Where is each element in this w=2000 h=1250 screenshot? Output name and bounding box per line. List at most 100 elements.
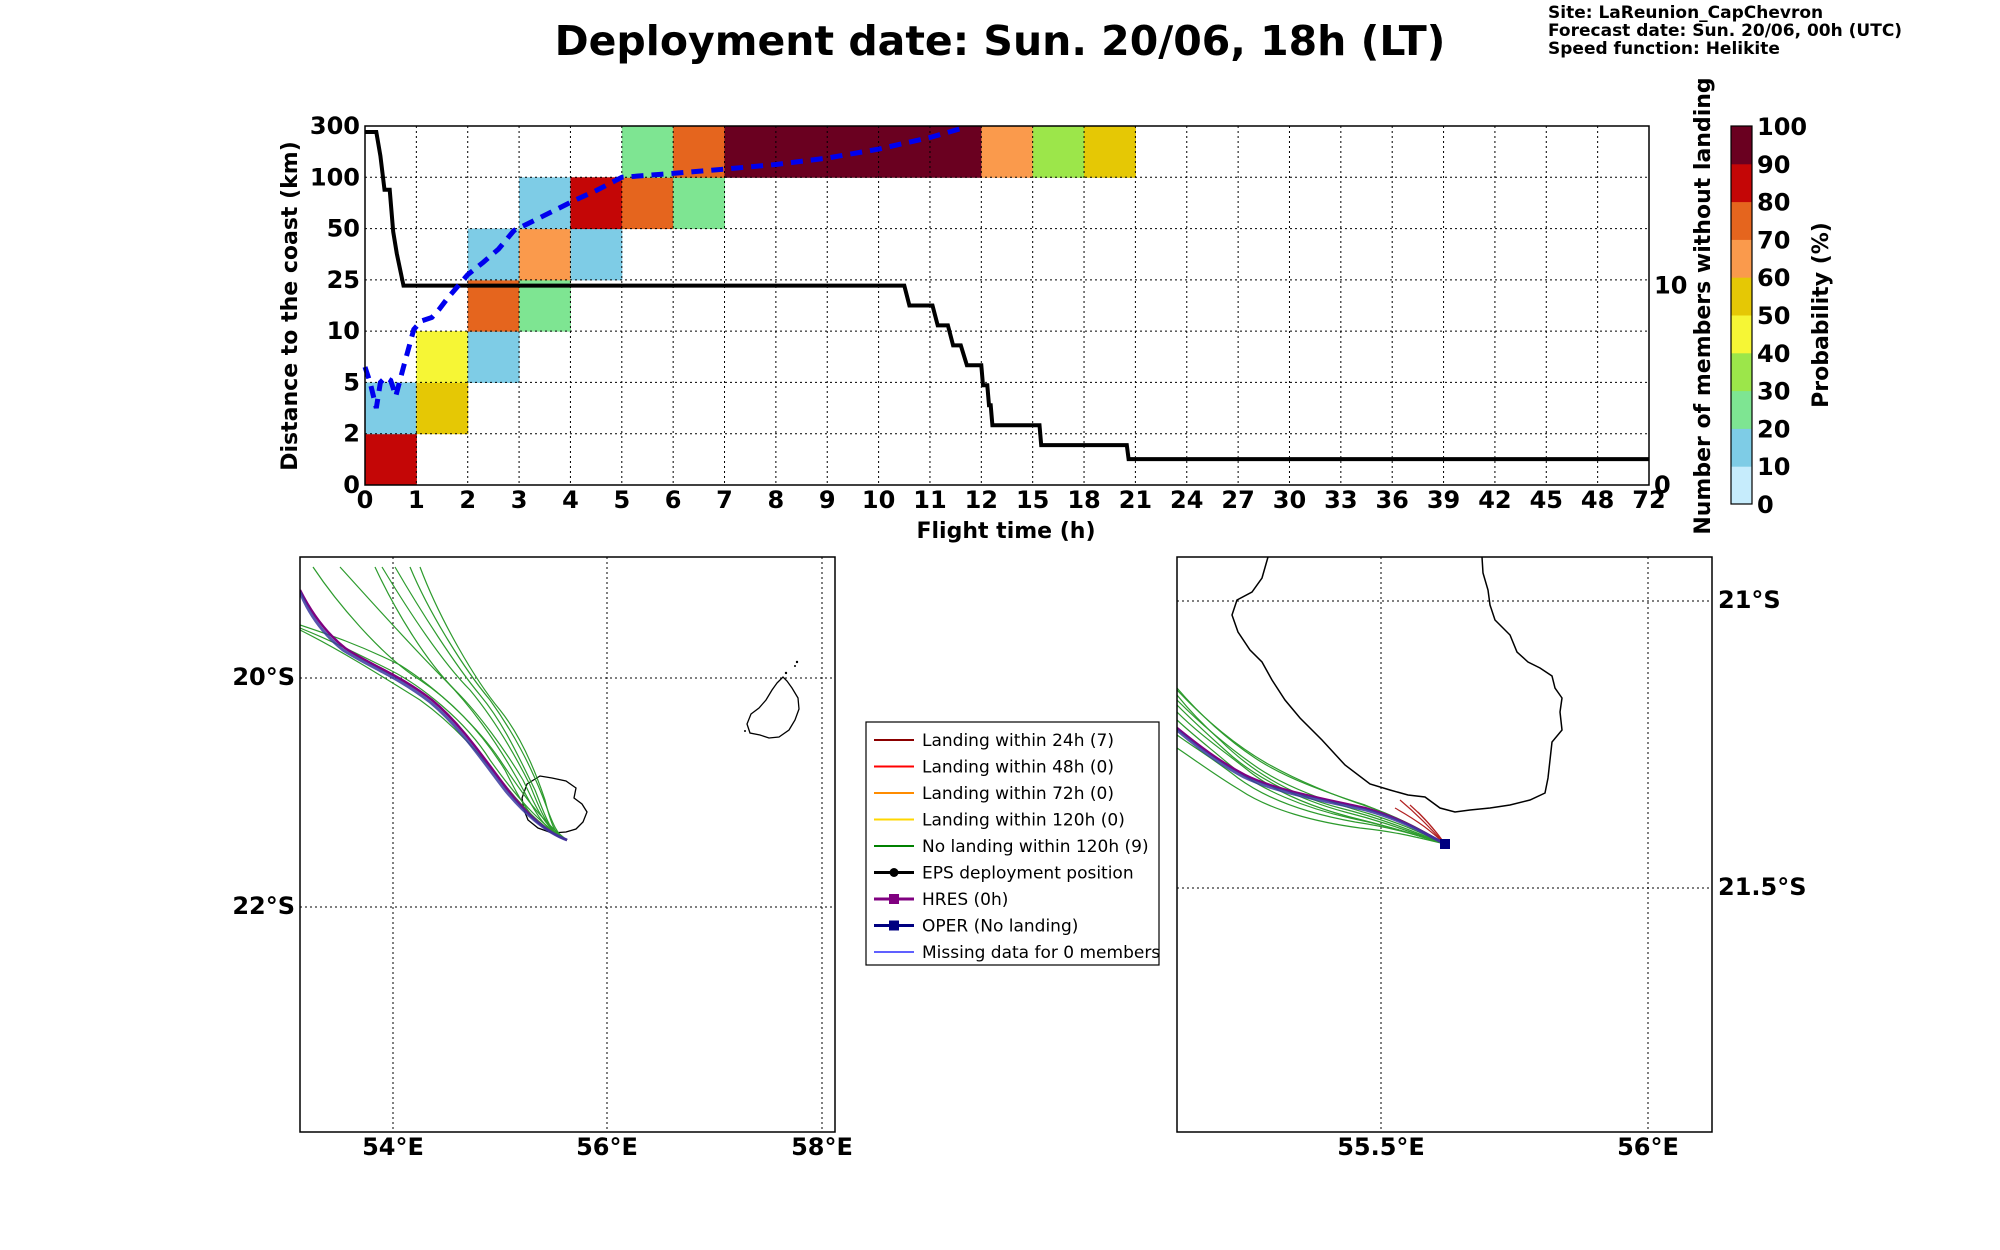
- y-tick-label: 2: [343, 420, 360, 448]
- heatmap-cell: [519, 228, 571, 281]
- heatmap-cell: [416, 382, 469, 435]
- trajectory-legend: Landing within 24h (7) Landing within 48h…: [865, 721, 1160, 966]
- x-tick-label: 10: [862, 486, 895, 514]
- eps-trajectory: [1177, 687, 1446, 845]
- heatmap-cell: [519, 177, 571, 230]
- heatmap-cell: [519, 279, 571, 332]
- deployment-position-marker: [1440, 839, 1450, 849]
- colorbar-cell: [1731, 466, 1752, 505]
- x-tick-label: 4: [562, 486, 579, 514]
- y-tick-label: 5: [343, 368, 360, 396]
- hres-trajectory: [300, 589, 568, 842]
- x-tick-label: 36: [1375, 486, 1408, 514]
- eps-trajectory: [394, 566, 568, 841]
- x-tick-label: 30: [1273, 486, 1306, 514]
- colorbar-tick-labels: 0 10 20 30 40 50 60 70 80 90 100: [1757, 113, 1807, 519]
- x-tick-label: 5: [613, 486, 630, 514]
- colorbar-tick-label: 60: [1757, 264, 1790, 292]
- heatmap-cell: [878, 126, 931, 178]
- legend-label: Missing data for 0 members: [922, 943, 1160, 963]
- colorbar-cell: [1731, 277, 1752, 316]
- colorbar-cell: [1731, 352, 1752, 392]
- colorbar-cell: [1731, 428, 1752, 467]
- x-tick-label: 24: [1170, 486, 1203, 514]
- x-tick-label: 27: [1221, 486, 1254, 514]
- overview-map-frame: [299, 556, 836, 1133]
- probability-colorbar: 0 10 20 30 40 50 60 70 80 90 100 Probability (%): [1730, 113, 1834, 519]
- x-tick-label: 3: [511, 486, 528, 514]
- eps-trajectory: [1177, 711, 1446, 845]
- legend-label: HRES (0h): [922, 890, 1008, 910]
- lon-tick-58: 58°E: [791, 1133, 853, 1161]
- eps-trajectory: [1177, 699, 1446, 845]
- x-tick-label: 21: [1119, 486, 1152, 514]
- x-tick-label: 18: [1067, 486, 1100, 514]
- x-tick-label: 39: [1427, 486, 1460, 514]
- x-tick-label: 6: [665, 486, 682, 514]
- y2-tick-label: 10: [1654, 272, 1687, 300]
- x-tick-label: 0: [357, 486, 374, 514]
- members-without-landing-line: [365, 130, 1649, 462]
- lon-tick-56: 56°E: [576, 1133, 638, 1161]
- site-label: Site: LaReunion_CapChevron: [1548, 3, 1823, 23]
- islet: [744, 730, 746, 732]
- eps-trajectory: [1177, 719, 1446, 845]
- lon-tick-55-5: 55.5°E: [1337, 1133, 1425, 1161]
- y-tick-label: 10: [327, 317, 360, 345]
- x-tick-label: 2: [459, 486, 476, 514]
- heatmap-cell: [570, 228, 623, 281]
- distance-median-line: [362, 126, 962, 409]
- overview-map: 54°E 56°E 58°E 20°S 22°S: [232, 556, 853, 1161]
- eps-trajectory: [312, 566, 568, 841]
- legend-items: Landing within 24h (7) Landing within 48h…: [874, 731, 1160, 963]
- colorbar-cell: [1731, 201, 1752, 240]
- heatmap-grid: [365, 126, 1649, 485]
- zoom-map-content: [1177, 557, 1712, 1132]
- heatmap-cell: [570, 177, 623, 230]
- oper-trajectory: [300, 591, 568, 842]
- y-tick-label: 300: [310, 112, 360, 140]
- eps-trajectory: [300, 629, 568, 841]
- y-tick-label: 50: [327, 215, 360, 243]
- legend-marker: [889, 894, 899, 904]
- zoom-map-frame: [1176, 556, 1713, 1133]
- eps-trajectory: [381, 566, 568, 841]
- islet: [794, 665, 796, 667]
- legend-label: Landing within 24h (7): [922, 731, 1114, 751]
- eps-trajectory: [374, 566, 568, 841]
- legend-frame: [865, 721, 1160, 966]
- x-tick-labels: 0 1 2 3 4 5 6 7 8 9 10 11 12 15 18 21 24 27 30 33 36 39 42 45 48…: [357, 486, 1666, 514]
- heatmap-cell: [1084, 126, 1136, 178]
- colorbar-tick-label: 100: [1757, 113, 1807, 141]
- y2-tick-labels: 0 10: [1654, 272, 1687, 499]
- lat-tick-22s: 22°S: [232, 892, 295, 920]
- eps-trajectory: [1177, 734, 1446, 845]
- legend-label: Landing within 72h (0): [922, 784, 1114, 804]
- eps-trajectory: [419, 566, 568, 841]
- colorbar-tick-label: 50: [1757, 302, 1790, 330]
- reunion-coastline: [1231, 557, 1563, 813]
- colorbar-cell: [1731, 126, 1752, 165]
- lon-tick-56: 56°E: [1617, 1133, 1679, 1161]
- x-tick-label: 45: [1530, 486, 1563, 514]
- heatmap-cell: [775, 126, 828, 178]
- x-tick-label: 12: [965, 486, 998, 514]
- colorbar-tick-label: 10: [1757, 453, 1790, 481]
- legend-label: EPS deployment position: [922, 864, 1134, 884]
- colorbar-label: Probability (%): [1809, 222, 1834, 408]
- colorbar-cell: [1731, 163, 1752, 203]
- lon-tick-54: 54°E: [362, 1133, 424, 1161]
- eps-trajectory: [300, 624, 568, 841]
- reunion-island-outline: [521, 775, 588, 834]
- islet: [784, 671, 788, 675]
- colorbar-cell: [1731, 239, 1752, 278]
- speed-function-label: Speed function: Helikite: [1548, 39, 1780, 59]
- x-tick-label: 72: [1632, 486, 1665, 514]
- x-axis-label: Flight time (h): [916, 519, 1095, 544]
- x-tick-label: 15: [1016, 486, 1049, 514]
- figure-title: Deployment date: Sun. 20/06, 18h (LT): [555, 17, 1446, 65]
- x-tick-label: 8: [768, 486, 785, 514]
- legend-label: Landing within 120h (0): [922, 811, 1125, 831]
